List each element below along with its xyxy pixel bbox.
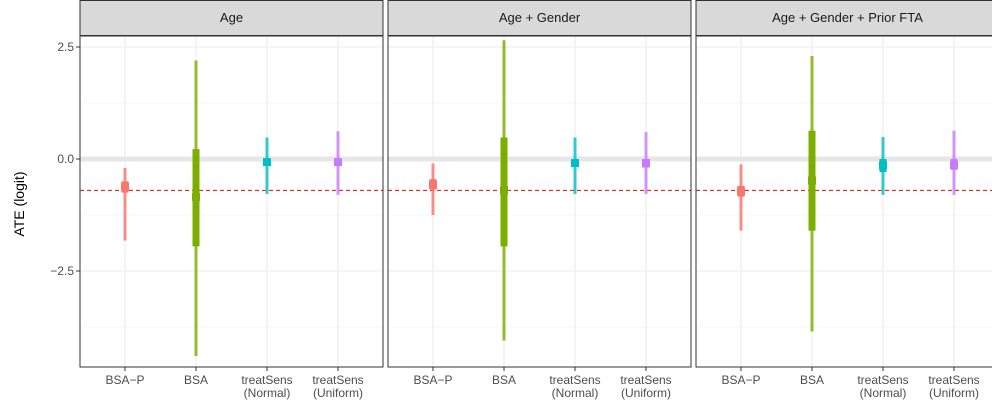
point-estimate	[192, 193, 200, 202]
facet-strip	[387, 0, 692, 36]
x-tick-label: (Uniform)	[929, 386, 979, 400]
x-tick-label: (Uniform)	[621, 386, 671, 400]
x-tick-label: BSA	[492, 373, 516, 387]
x-tick-label: treatSens	[857, 373, 908, 387]
x-tick-label: treatSens	[928, 373, 979, 387]
x-tick-label: (Normal)	[552, 386, 599, 400]
panel-background	[80, 36, 383, 367]
y-axis-title: ATE (logit)	[11, 171, 27, 236]
facet-title: Age	[220, 10, 243, 25]
point-estimate	[642, 159, 650, 168]
x-tick-label: BSA−P	[721, 373, 760, 387]
facet-strip	[695, 0, 992, 36]
x-tick-label: BSA−P	[413, 373, 452, 387]
x-tick-label: (Uniform)	[313, 386, 363, 400]
point-estimate	[121, 182, 129, 191]
y-tick-label: 0.0	[57, 152, 74, 166]
point-estimate	[808, 176, 816, 185]
point-estimate	[500, 186, 508, 195]
point-estimate	[429, 180, 437, 189]
x-tick-label: BSA−P	[105, 373, 144, 387]
panel-border	[695, 35, 992, 368]
facet-title: Age + Gender	[499, 10, 581, 25]
x-tick-label: treatSens	[312, 373, 363, 387]
x-tick-label: treatSens	[241, 373, 292, 387]
x-tick-label: treatSens	[549, 373, 600, 387]
panel-border	[387, 35, 692, 368]
point-estimate	[737, 187, 745, 196]
x-tick-label: BSA	[184, 373, 208, 387]
point-estimate	[334, 158, 342, 167]
panel-background	[388, 36, 691, 367]
facet-strip	[79, 0, 384, 36]
x-tick-label: treatSens	[620, 373, 671, 387]
x-tick-label: (Normal)	[244, 386, 291, 400]
panel-background	[696, 36, 992, 367]
point-estimate	[571, 159, 579, 168]
x-tick-label: (Normal)	[860, 386, 907, 400]
point-estimate	[879, 161, 887, 170]
facet-title: Age + Gender + Prior FTA	[772, 10, 923, 25]
x-tick-label: BSA	[800, 373, 824, 387]
panel-border	[79, 35, 384, 368]
y-tick-label: 2.5	[57, 40, 74, 54]
y-tick-label: −2.5	[50, 264, 74, 278]
point-estimate	[950, 160, 958, 169]
point-estimate	[263, 158, 271, 167]
